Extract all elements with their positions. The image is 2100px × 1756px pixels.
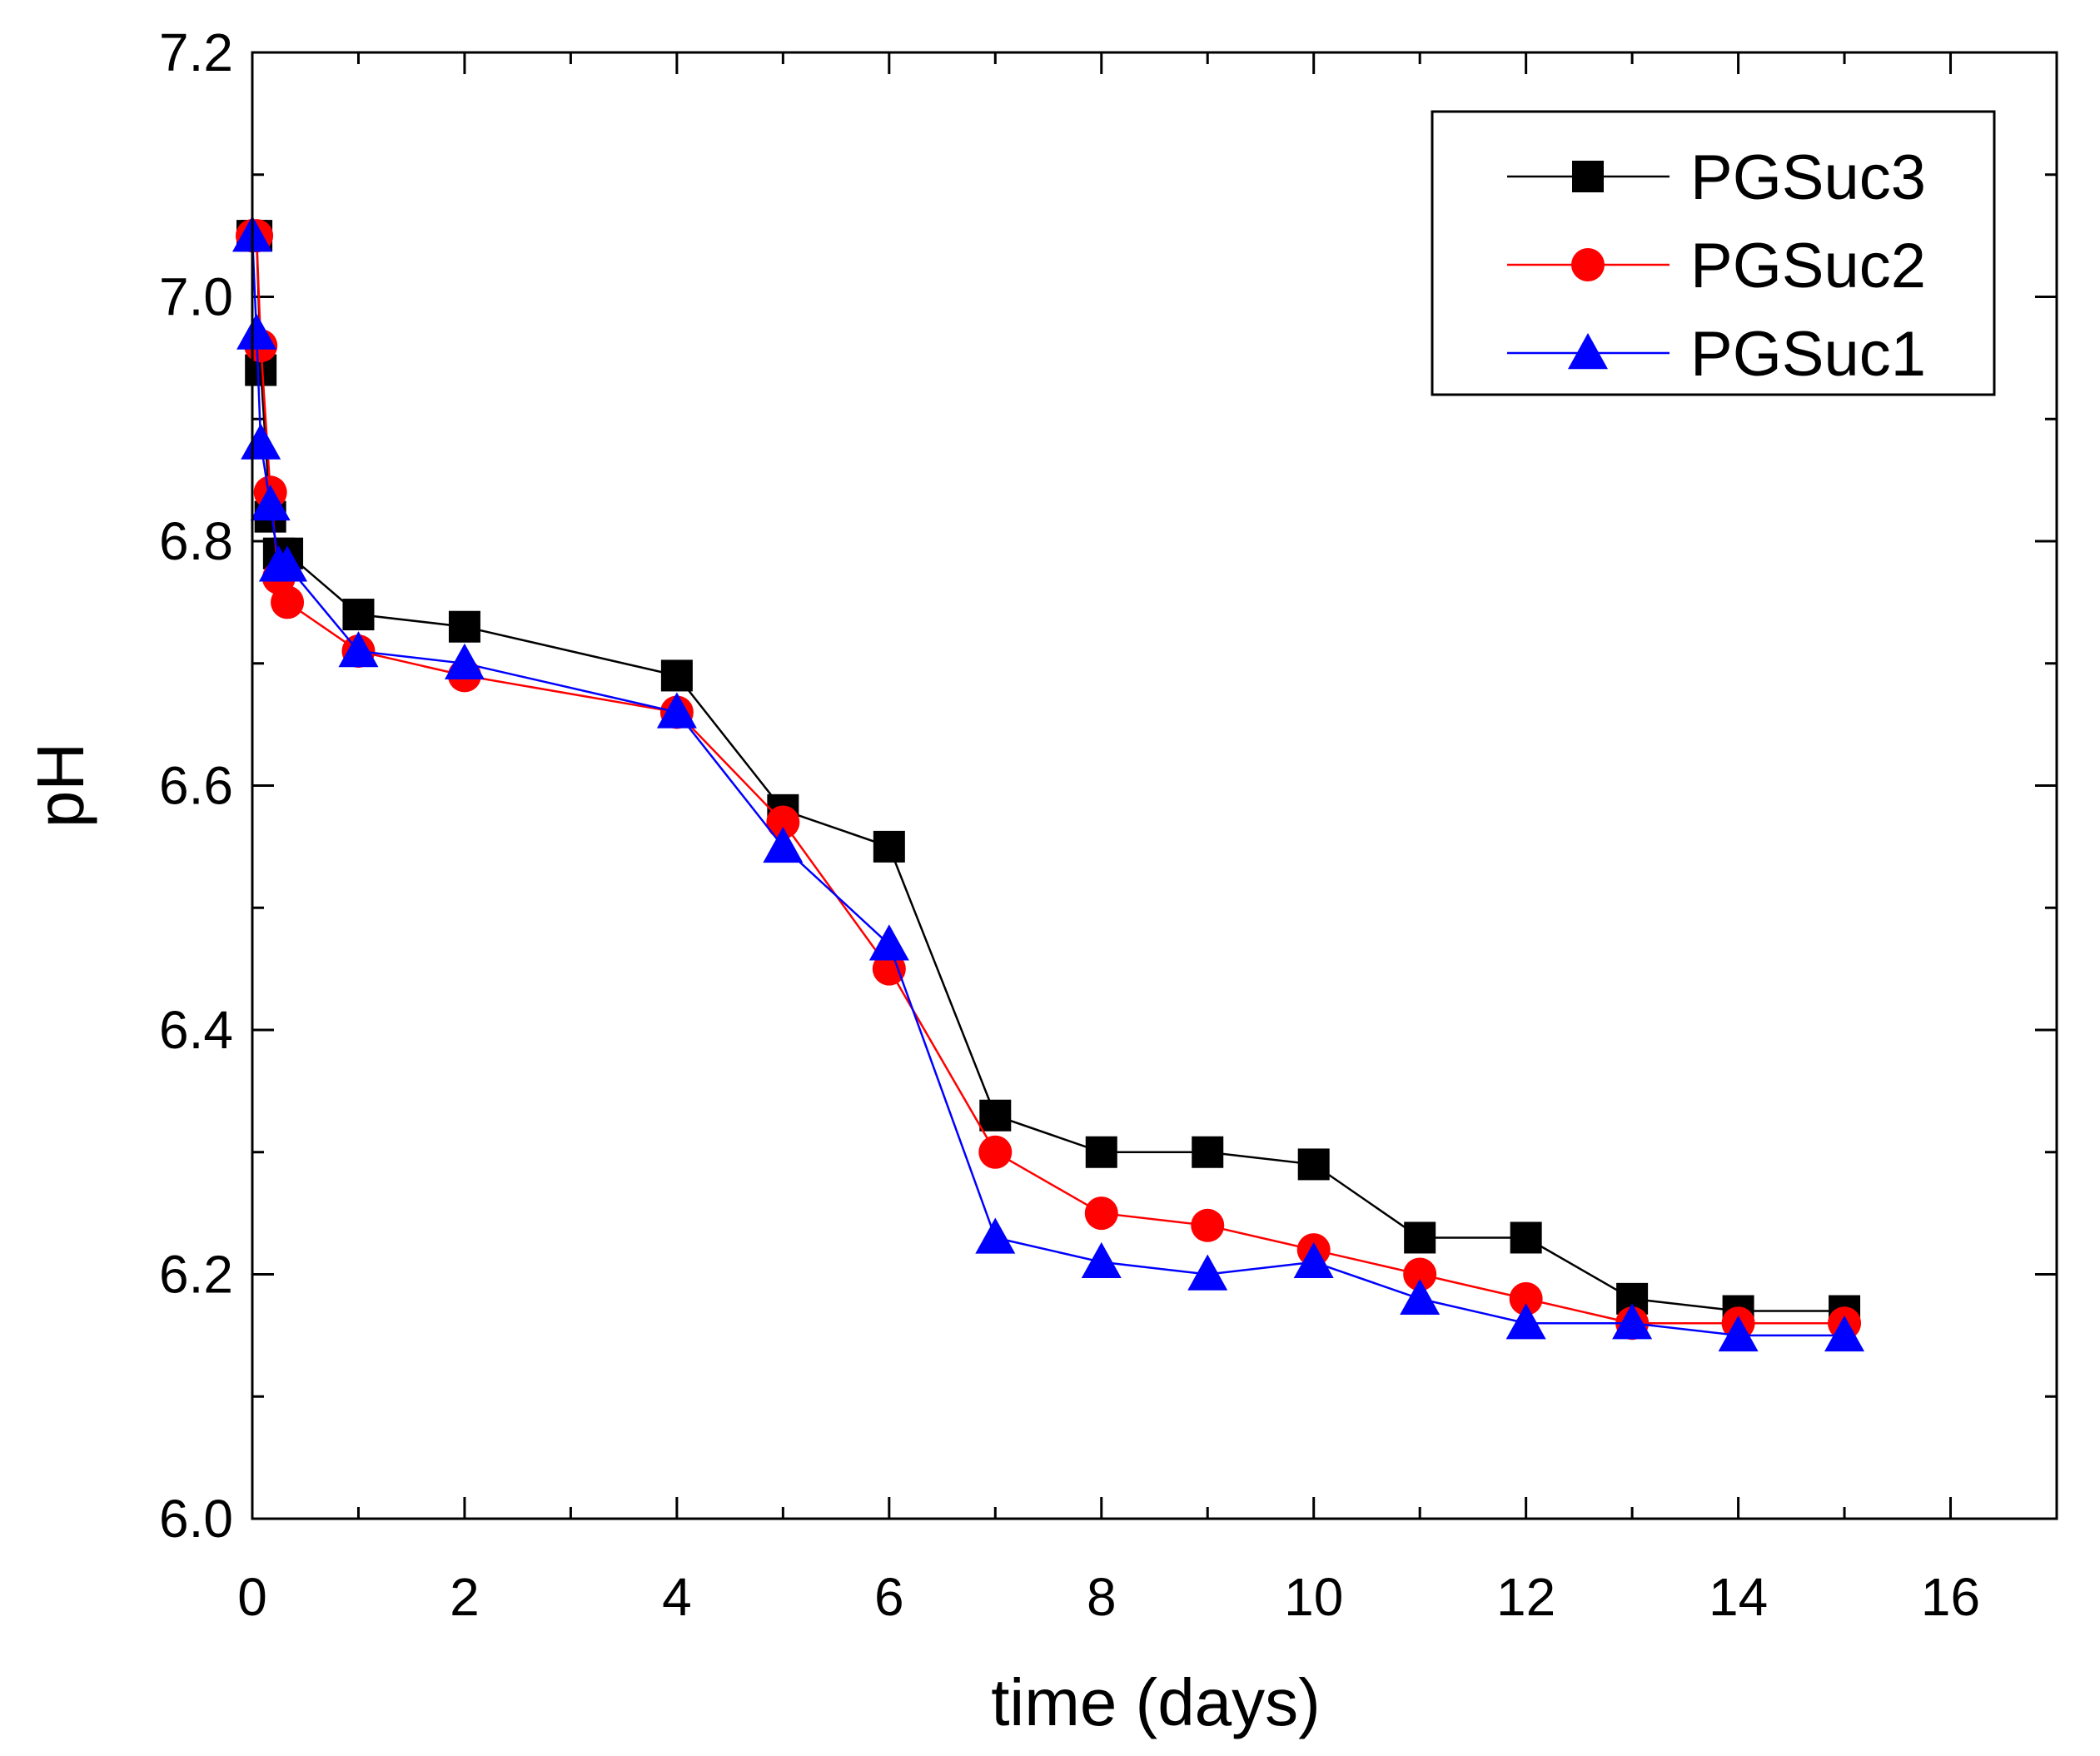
y-tick-label: 7.0	[159, 267, 233, 327]
x-tick-label: 2	[450, 1567, 480, 1627]
data-point-pgsuc1	[1293, 1241, 1334, 1279]
legend-box	[1431, 110, 1996, 396]
data-point-pgsuc1	[267, 545, 308, 582]
y-tick-label: 6.8	[159, 511, 233, 571]
data-point-pgsuc2	[872, 952, 906, 986]
data-point-pgsuc3	[448, 610, 480, 643]
series-layer	[232, 216, 1865, 1352]
x-tick-label: 12	[1496, 1567, 1555, 1627]
x-tick-label: 0	[237, 1567, 267, 1627]
data-point-pgsuc1	[338, 631, 379, 668]
data-point-pgsuc3	[1510, 1221, 1542, 1254]
legend-entry-pgsuc2: PGSuc2	[1507, 231, 1926, 301]
data-point-pgsuc1	[975, 1217, 1016, 1254]
x-axis-label: time (days)	[991, 1665, 1321, 1739]
data-point-pgsuc3	[873, 830, 905, 863]
y-tick-label: 6.4	[159, 1000, 233, 1060]
y-axis-label: pH	[23, 743, 97, 828]
legend-marker	[1568, 333, 1608, 370]
legend-marker	[1572, 161, 1604, 192]
plot-frame	[251, 51, 2058, 1520]
x-tick-label: 16	[1921, 1567, 1980, 1627]
data-point-pgsuc3	[1085, 1136, 1117, 1168]
data-point-pgsuc1	[656, 692, 697, 729]
data-point-pgsuc1	[868, 924, 909, 961]
data-point-pgsuc1	[241, 423, 281, 460]
data-point-pgsuc2	[766, 805, 800, 839]
data-point-pgsuc1	[236, 313, 277, 350]
data-point-pgsuc3	[1192, 1136, 1224, 1168]
data-point-pgsuc3	[1297, 1148, 1330, 1181]
data-point-pgsuc1	[1505, 1303, 1546, 1340]
legend-entries: PGSuc3 PGSuc2 PGSuc1	[1507, 142, 1926, 390]
x-tick-label: 10	[1284, 1567, 1343, 1627]
data-point-pgsuc3	[1404, 1221, 1436, 1254]
x-tick-label: 6	[874, 1567, 904, 1627]
legend-label: PGSuc2	[1690, 231, 1926, 301]
data-point-pgsuc2	[1403, 1257, 1437, 1291]
data-point-pgsuc2	[1509, 1281, 1543, 1316]
data-point-pgsuc1	[1187, 1254, 1228, 1291]
data-point-pgsuc1	[1400, 1278, 1441, 1316]
data-point-pgsuc1	[1081, 1241, 1122, 1279]
legend: PGSuc3 PGSuc2 PGSuc1	[1431, 110, 1996, 396]
legend-label: PGSuc1	[1690, 319, 1926, 390]
data-point-pgsuc1	[763, 826, 804, 863]
data-point-pgsuc1	[1824, 1315, 1865, 1352]
x-tick-label: 8	[1087, 1567, 1117, 1627]
data-point-pgsuc3	[660, 659, 693, 692]
y-tick-label: 6.6	[159, 756, 233, 816]
data-point-pgsuc1	[444, 643, 485, 679]
y-tick-label: 6.0	[159, 1489, 233, 1549]
x-tick-label: 4	[662, 1567, 692, 1627]
y-tick-label: 6.2	[159, 1245, 233, 1305]
data-point-pgsuc3	[342, 599, 375, 631]
tick-labels: 0 2 4 6 8 10 12 14 16 6.0 6.2 6.4 6.6 6.8 7.0 7.2	[159, 22, 1980, 1627]
legend-marker	[1571, 248, 1605, 281]
x-tick-label: 14	[1709, 1567, 1768, 1627]
data-point-pgsuc2	[1191, 1208, 1225, 1242]
legend-entry-pgsuc3: PGSuc3	[1507, 142, 1926, 213]
data-point-pgsuc1	[1612, 1303, 1653, 1340]
data-point-pgsuc2	[978, 1135, 1013, 1169]
data-point-pgsuc1	[1718, 1315, 1759, 1352]
legend-label: PGSuc3	[1690, 142, 1926, 213]
data-point-pgsuc2	[1084, 1196, 1118, 1231]
minor-ticks	[252, 52, 2058, 1519]
data-point-pgsuc3	[979, 1099, 1012, 1132]
series-pgsuc1	[232, 216, 1865, 1352]
y-tick-label: 7.2	[159, 22, 233, 82]
data-point-pgsuc2	[271, 585, 305, 619]
data-point-pgsuc1	[250, 484, 291, 521]
legend-entry-pgsuc1: PGSuc1	[1507, 319, 1926, 390]
